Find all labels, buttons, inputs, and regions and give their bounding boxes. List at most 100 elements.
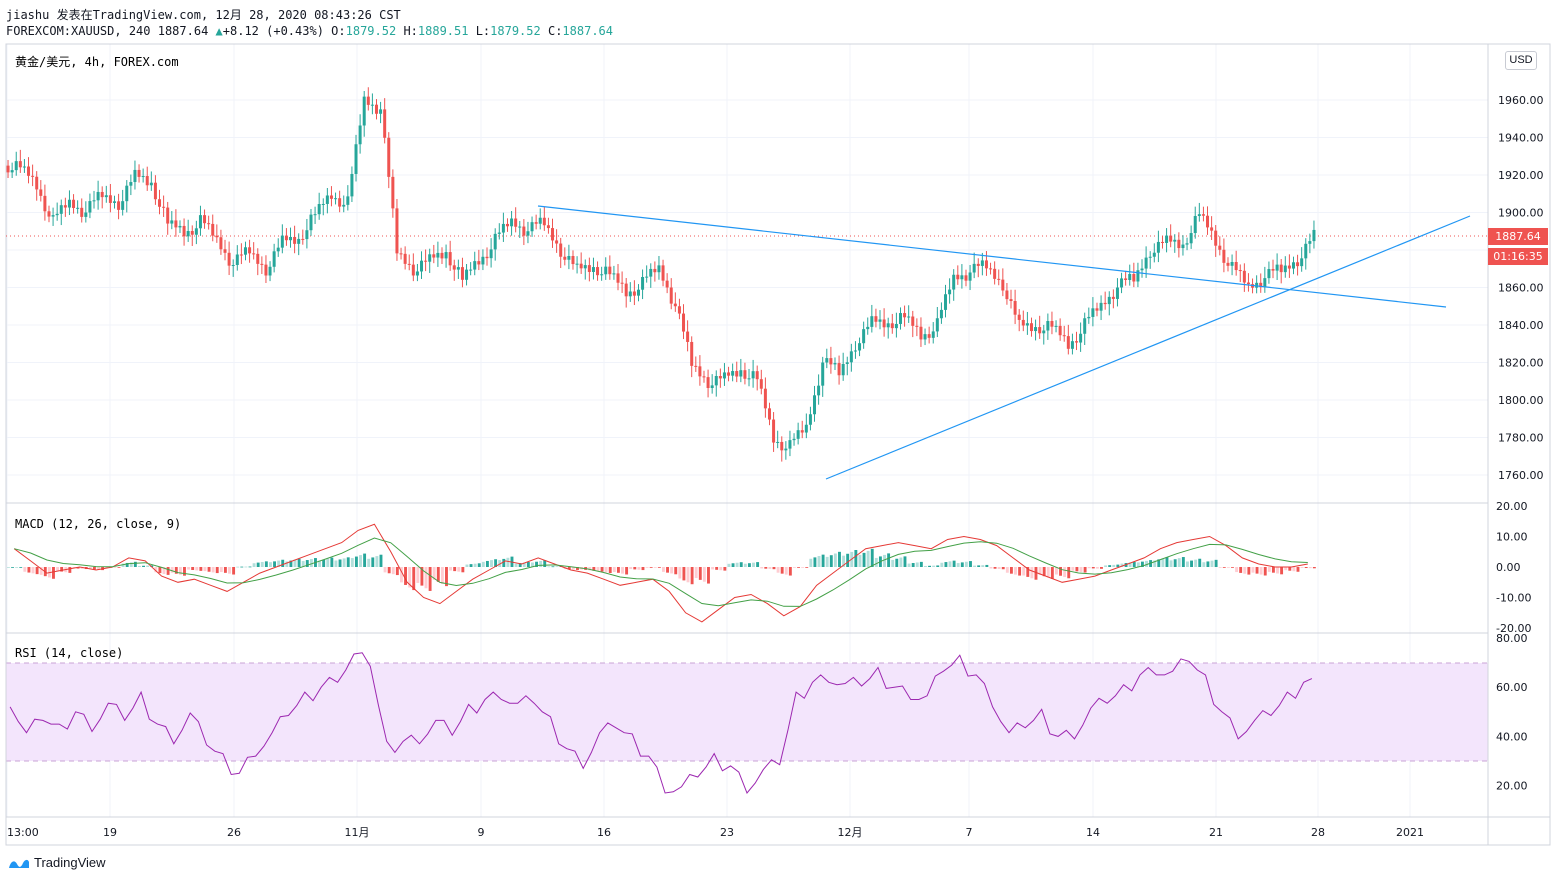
candle-body (112, 201, 116, 203)
macd-histogram-bar (174, 567, 178, 574)
trendline-resistance[interactable] (537, 205, 1447, 308)
macd-histogram-bar (657, 567, 661, 568)
macd-histogram-bar (903, 556, 907, 567)
candle-body (653, 268, 657, 273)
candle-body (399, 253, 403, 255)
macd-histogram-bar (457, 567, 461, 572)
macd-histogram-bar (1079, 567, 1083, 572)
macd-histogram-bar (1026, 567, 1030, 577)
candle-body (231, 265, 235, 266)
candle-body (1091, 308, 1095, 317)
candle-body (555, 240, 559, 244)
last-price: 1887.64 (157, 24, 209, 38)
macd-histogram-bar (305, 560, 309, 567)
macd-histogram-bar (539, 560, 543, 567)
macd-histogram-bar (1222, 567, 1226, 568)
macd-histogram-bar (948, 561, 952, 567)
candle-body (403, 253, 407, 264)
candle-body (153, 182, 157, 200)
candle-body (207, 223, 211, 225)
candle-body (27, 166, 31, 176)
macd-histogram-bar (129, 562, 133, 567)
candle-body (121, 201, 125, 210)
candle-body (923, 334, 927, 340)
macd-histogram-bar (215, 567, 219, 574)
macd-histogram-bar (494, 559, 498, 567)
macd-histogram-bar (1239, 567, 1243, 573)
macd-histogram-bar (203, 567, 207, 572)
macd-tick: -10.00 (1496, 592, 1531, 605)
macd-histogram-bar (404, 567, 407, 585)
time-tick: 19 (103, 826, 117, 839)
currency-button[interactable]: USD (1505, 51, 1537, 70)
candle-body (334, 198, 338, 200)
macd-histogram-bar (211, 567, 215, 573)
candle-body (559, 243, 563, 257)
candle-body (309, 214, 313, 231)
macd-histogram-bar (899, 557, 903, 567)
chart-frame (5, 43, 1551, 846)
price-tick: 1920.00 (1498, 169, 1544, 182)
candle-body (22, 166, 26, 168)
candle-body (739, 370, 743, 377)
macd-histogram-bar (649, 567, 653, 568)
candle-body (1132, 274, 1136, 282)
macd-histogram-bar (596, 567, 600, 572)
trendline-support[interactable] (825, 215, 1471, 480)
macd-title[interactable]: MACD (12, 26, close, 9) (15, 517, 181, 531)
candle-body (972, 263, 976, 273)
candle-body (735, 371, 739, 377)
candle-body (501, 223, 505, 233)
macd-histogram-bar (1296, 567, 1300, 572)
macd-histogram-bar (461, 567, 465, 573)
macd-histogram-bar (866, 550, 870, 567)
time-axis[interactable]: 13:00 19 26 11月 9 16 23 12月 7 14 21 28 2021 (7, 826, 1424, 839)
macd-histogram-bar (1280, 567, 1284, 575)
candle-body (514, 218, 518, 227)
candle-body (158, 199, 162, 207)
macd-histogram-bar (1284, 567, 1288, 571)
macd-histogram-bar (191, 567, 195, 571)
candle-body (1054, 325, 1058, 327)
rsi-title[interactable]: RSI (14, close) (15, 646, 123, 660)
macd-histogram-bar (551, 566, 555, 568)
macd-histogram-bar (805, 567, 809, 568)
brand-footer[interactable]: TradingView (8, 855, 106, 870)
macd-histogram-bar (932, 565, 936, 567)
macd-histogram-bar (453, 567, 457, 572)
rsi-tick: 40.00 (1496, 730, 1528, 743)
trendlines[interactable] (537, 205, 1471, 480)
macd-histogram-bar (1161, 558, 1165, 567)
candle-body (1283, 265, 1287, 273)
macd-histogram-bar (571, 567, 575, 570)
macd-histogram-bar (1243, 567, 1247, 574)
candle-body (989, 268, 993, 270)
candle-body (788, 440, 792, 449)
candle-body (808, 414, 812, 425)
macd-histogram-bar (326, 558, 330, 567)
candle-body (841, 364, 845, 376)
candle-body (624, 283, 628, 297)
macd-histogram-bar (940, 562, 944, 567)
macd-histogram-bar (23, 567, 27, 572)
macd-histogram-bar (359, 555, 362, 567)
candle-body (690, 341, 694, 366)
macd-histogram-bar (436, 567, 440, 582)
candle-body (88, 201, 92, 213)
candle-body (456, 267, 460, 270)
candle-body (166, 207, 170, 224)
macd-histogram-bar (989, 567, 993, 569)
macd-histogram-bar (1169, 560, 1173, 567)
price-axis[interactable]: 1960.00 1940.00 1920.00 1900.00 1860.00 1840.… (1498, 94, 1544, 482)
candle-body (980, 260, 984, 266)
macd-histogram-bar (1087, 567, 1091, 569)
candle-body (276, 247, 280, 252)
macd-histogram-bar (768, 567, 772, 569)
candle-body (563, 256, 567, 260)
time-tick: 13:00 (7, 826, 39, 839)
macd-histogram-bar (911, 563, 915, 567)
candle-body (759, 379, 763, 389)
candle-body (608, 266, 612, 275)
macd-histogram-bar (1128, 562, 1132, 567)
